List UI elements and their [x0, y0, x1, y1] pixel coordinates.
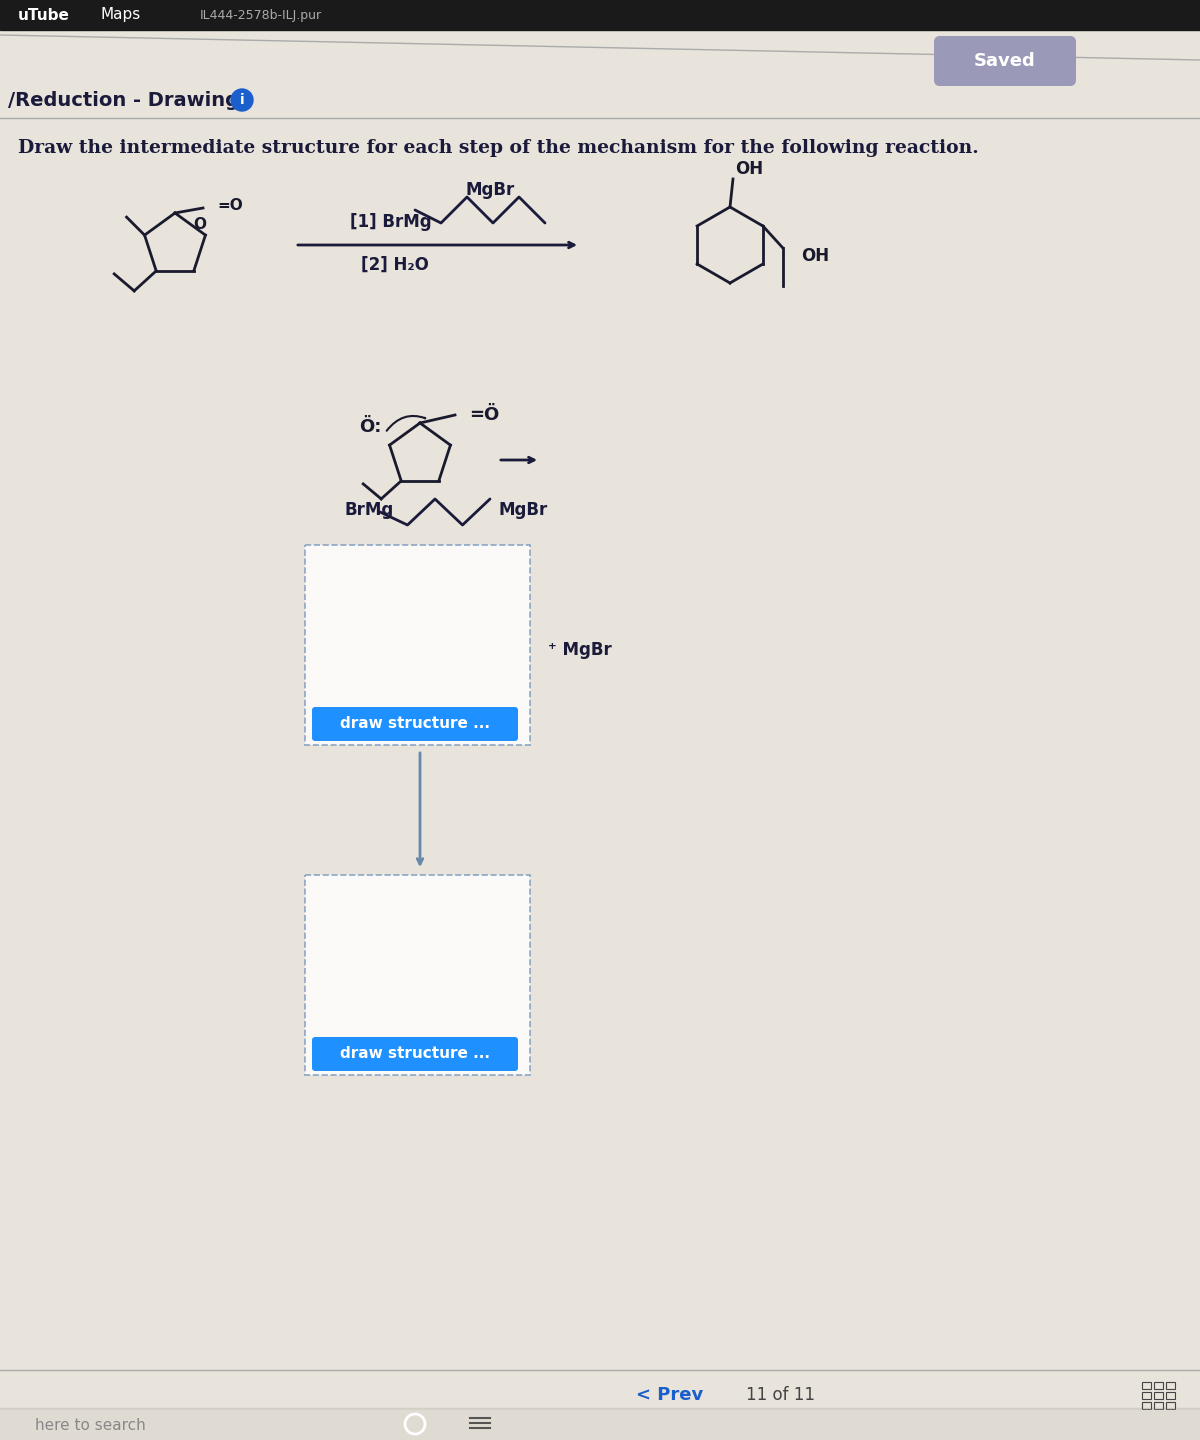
Text: 11 of 11: 11 of 11 [745, 1385, 815, 1404]
Bar [0, 1410, 1200, 1440]
Text: < Prev: < Prev [636, 1385, 703, 1404]
Text: /Reduction - Drawing: /Reduction - Drawing [8, 91, 239, 109]
Bar [1142, 1403, 1151, 1408]
Text: [2] H₂O: [2] H₂O [361, 256, 428, 274]
Bar [1154, 1392, 1163, 1400]
Text: Draw the intermediate structure for each step of the mechanism for the following: Draw the intermediate structure for each… [18, 140, 979, 157]
FancyBboxPatch shape [312, 1037, 518, 1071]
Text: MgBr: MgBr [498, 501, 547, 518]
Text: =O: =O [217, 199, 242, 213]
Bar [1166, 1382, 1175, 1390]
Text: draw structure ...: draw structure ... [340, 1047, 490, 1061]
Text: BrMg: BrMg [346, 501, 395, 518]
Bar [0, 1408, 1200, 1440]
Bar [1154, 1382, 1163, 1390]
FancyBboxPatch shape [934, 36, 1076, 86]
Bar [0, 0, 1200, 30]
Text: Saved: Saved [974, 52, 1036, 71]
Text: i: i [240, 94, 245, 107]
FancyArrowPatch shape [386, 416, 425, 431]
Circle shape [230, 89, 253, 111]
Bar [1166, 1392, 1175, 1400]
Text: [1] BrMg: [1] BrMg [350, 213, 432, 230]
Bar [1142, 1392, 1151, 1400]
Text: MgBr: MgBr [466, 181, 515, 199]
Bar [1166, 1403, 1175, 1408]
Bar [1142, 1382, 1151, 1390]
Text: uTube: uTube [18, 7, 70, 23]
Text: IL444-2578b-ILJ.pur: IL444-2578b-ILJ.pur [200, 9, 322, 22]
Text: Maps: Maps [100, 7, 140, 23]
Text: draw structure ...: draw structure ... [340, 717, 490, 732]
Bar [1154, 1403, 1163, 1408]
Bar [305, 544, 530, 744]
Text: O: O [193, 216, 206, 232]
Text: ⁺ MgBr: ⁺ MgBr [548, 641, 612, 660]
Text: OH: OH [734, 160, 763, 179]
Text: OH: OH [800, 248, 829, 265]
Text: here to search: here to search [35, 1417, 145, 1433]
FancyBboxPatch shape [312, 707, 518, 742]
Text: Ö:: Ö: [359, 418, 382, 436]
Text: =Ö: =Ö [469, 406, 499, 423]
Bar [305, 876, 530, 1076]
